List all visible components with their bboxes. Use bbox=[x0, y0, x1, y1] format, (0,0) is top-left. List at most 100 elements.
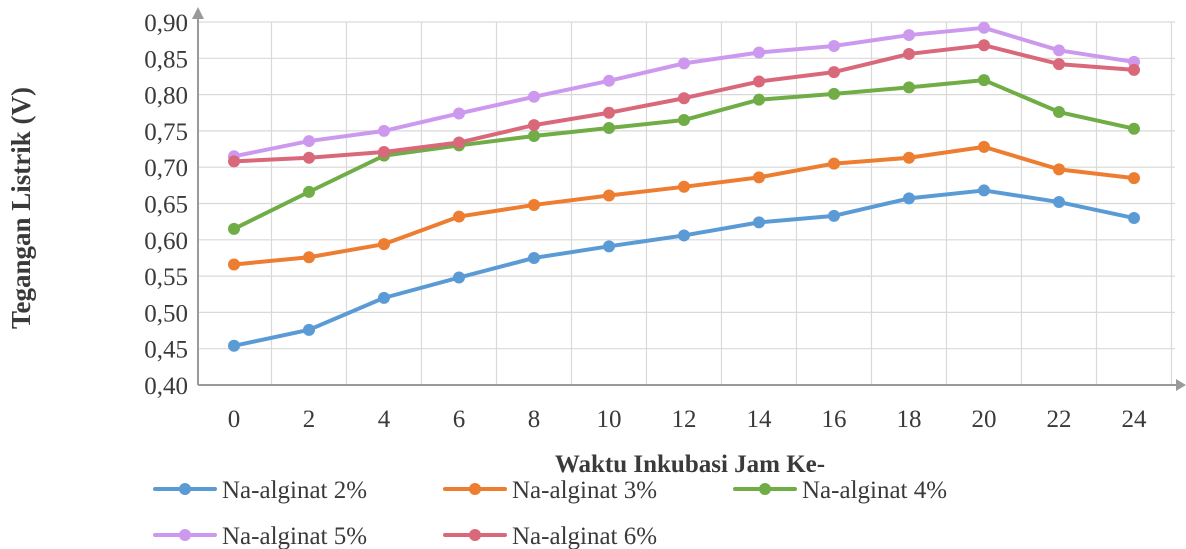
data-point bbox=[828, 66, 840, 79]
data-point bbox=[678, 57, 690, 70]
x-tick-label: 0 bbox=[228, 406, 241, 433]
data-point bbox=[1128, 63, 1140, 76]
data-point bbox=[903, 29, 915, 42]
data-point bbox=[678, 114, 690, 127]
data-point bbox=[828, 157, 840, 170]
x-tick-label: 12 bbox=[672, 406, 697, 433]
data-point bbox=[753, 216, 765, 229]
data-point bbox=[228, 258, 240, 271]
legend-item: Na-alginat 5% bbox=[153, 523, 367, 549]
data-point bbox=[528, 119, 540, 132]
series-group bbox=[228, 21, 1140, 352]
series-line bbox=[232, 188, 1136, 348]
y-tick-label: 0,40 bbox=[144, 373, 188, 400]
axes bbox=[192, 7, 1186, 391]
y-tick-label: 0,65 bbox=[144, 192, 188, 219]
legend-marker bbox=[179, 529, 191, 541]
data-point bbox=[903, 47, 915, 60]
y-tick-label: 0,70 bbox=[144, 155, 188, 182]
x-tick-label: 8 bbox=[528, 406, 541, 433]
series-5 bbox=[228, 39, 1140, 168]
data-point bbox=[1053, 58, 1065, 71]
data-point bbox=[453, 271, 465, 284]
data-point bbox=[903, 192, 915, 205]
data-point bbox=[378, 124, 390, 137]
data-point bbox=[828, 87, 840, 100]
x-tick-label: 14 bbox=[747, 406, 773, 433]
y-tick-label: 0,55 bbox=[144, 264, 188, 291]
data-point bbox=[978, 184, 990, 197]
x-tick-label: 20 bbox=[972, 406, 997, 433]
data-point bbox=[603, 74, 615, 87]
data-point bbox=[303, 135, 315, 148]
data-point bbox=[228, 222, 240, 235]
legend-label: Na-alginat 3% bbox=[512, 477, 657, 504]
legend-label: Na-alginat 6% bbox=[512, 523, 657, 549]
data-point bbox=[678, 180, 690, 193]
legend-label: Na-alginat 4% bbox=[802, 477, 947, 504]
y-axis-title: Tegangan Listrik (V) bbox=[6, 87, 36, 329]
data-point bbox=[378, 291, 390, 304]
data-point bbox=[378, 238, 390, 251]
data-point bbox=[228, 339, 240, 352]
grid-lines bbox=[198, 21, 1175, 385]
data-point bbox=[1053, 106, 1065, 119]
data-point bbox=[1053, 44, 1065, 57]
legend-item: Na-alginat 2% bbox=[153, 477, 367, 504]
data-point bbox=[753, 93, 765, 106]
y-tick-labels: 0,40 0,45 0,50 0,55 0,60 0,65 0,70 0,75 0,80 0,85… bbox=[144, 10, 188, 400]
y-tick-label: 0,90 bbox=[144, 10, 188, 37]
x-tick-label: 18 bbox=[897, 406, 922, 433]
data-point bbox=[903, 151, 915, 164]
data-point bbox=[528, 198, 540, 211]
data-point bbox=[303, 185, 315, 198]
series-1 bbox=[228, 184, 1140, 352]
data-point bbox=[978, 39, 990, 52]
y-tick-label: 0,50 bbox=[144, 300, 188, 327]
legend-item: Na-alginat 6% bbox=[443, 523, 657, 549]
y-tick-label: 0,60 bbox=[144, 228, 188, 255]
y-tick-label: 0,80 bbox=[144, 83, 188, 110]
legend-marker bbox=[469, 529, 481, 541]
data-point bbox=[603, 121, 615, 134]
legend-marker bbox=[179, 483, 191, 495]
data-point bbox=[528, 251, 540, 264]
data-point bbox=[303, 251, 315, 264]
data-point bbox=[528, 90, 540, 103]
legend-marker bbox=[469, 483, 481, 495]
legend: Na-alginat 2% Na-alginat 3% Na-alginat 4% N… bbox=[153, 477, 947, 549]
data-point bbox=[603, 106, 615, 119]
y-tick-label: 0,45 bbox=[144, 337, 188, 364]
data-point bbox=[828, 39, 840, 52]
data-point bbox=[753, 46, 765, 59]
data-point bbox=[228, 155, 240, 168]
data-point bbox=[1128, 172, 1140, 185]
data-point bbox=[453, 210, 465, 223]
x-tick-label: 10 bbox=[597, 406, 622, 433]
legend-marker bbox=[759, 483, 771, 495]
x-tick-labels: 0 2 4 6 8 10 12 14 16 18 20 22 24 bbox=[228, 406, 1147, 433]
x-tick-label: 22 bbox=[1047, 406, 1072, 433]
data-point bbox=[453, 136, 465, 149]
data-point bbox=[603, 240, 615, 253]
x-axis-title: Waktu Inkubasi Jam Ke- bbox=[555, 451, 825, 478]
data-point bbox=[978, 74, 990, 87]
data-point bbox=[378, 145, 390, 158]
legend-label: Na-alginat 2% bbox=[222, 477, 367, 504]
y-tick-label: 0,75 bbox=[144, 119, 188, 146]
legend-item: Na-alginat 3% bbox=[443, 477, 657, 504]
series-2 bbox=[228, 140, 1140, 271]
data-point bbox=[828, 209, 840, 222]
series-4 bbox=[228, 21, 1140, 163]
x-tick-label: 6 bbox=[453, 406, 466, 433]
data-point bbox=[303, 151, 315, 164]
x-tick-label: 2 bbox=[303, 406, 316, 433]
data-point bbox=[1053, 196, 1065, 209]
x-tick-label: 24 bbox=[1122, 406, 1148, 433]
data-point bbox=[978, 140, 990, 153]
data-point bbox=[1128, 122, 1140, 135]
data-point bbox=[528, 129, 540, 142]
data-point bbox=[753, 75, 765, 88]
x-tick-label: 4 bbox=[378, 406, 391, 433]
